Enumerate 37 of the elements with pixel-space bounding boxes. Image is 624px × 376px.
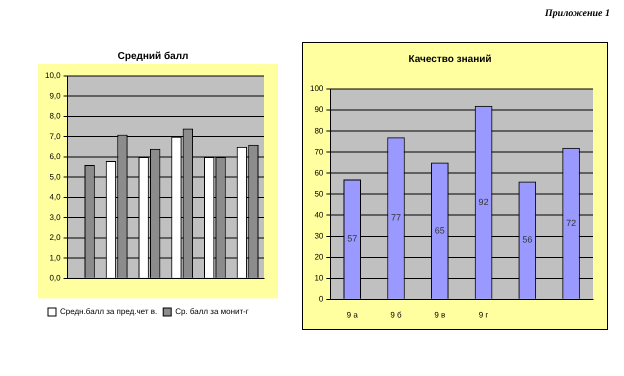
y-tick-label: 0,0 [49, 274, 62, 283]
y-tick-label: 40 [314, 210, 324, 220]
y-tick-label: 30 [314, 231, 324, 240]
y-tick-label: 50 [314, 189, 324, 198]
y-tick-label: 10,0 [44, 71, 62, 80]
text: Приложение 1 [544, 8, 610, 19]
y-tick-label: 20 [314, 252, 324, 262]
chart-title: Качество знаний [408, 54, 492, 65]
data-label: 77 [391, 212, 402, 223]
y-tick-label: 100 [310, 84, 324, 94]
y-tick-label: 80 [314, 126, 324, 136]
y-tick-label: 60 [314, 168, 324, 178]
y-tick-label: 5,0 [49, 172, 62, 182]
y-tick-label: 0 [318, 294, 324, 304]
x-tick-label: 9 а [346, 310, 358, 320]
y-tick-label: 90 [314, 105, 324, 114]
data-label: 92 [478, 196, 489, 207]
y-tick-label: 10 [314, 274, 324, 283]
legend-label: Ср. балл за монит-г [175, 307, 249, 316]
data-label: 57 [347, 234, 358, 244]
data-label: 56 [522, 234, 532, 245]
y-tick-label: 9,0 [49, 91, 62, 100]
y-tick-label: 1,0 [49, 253, 62, 262]
y-tick-label: 7,0 [49, 132, 62, 141]
chart-title: Средний балл [118, 50, 188, 62]
data-label: 65 [434, 225, 445, 236]
data-label: 72 [566, 218, 576, 228]
y-tick-label: 3,0 [49, 212, 62, 222]
y-tick-label: 2,0 [49, 233, 62, 242]
y-tick-label: 70 [314, 147, 324, 156]
y-tick-label: 4,0 [49, 192, 62, 202]
y-tick-label: 6,0 [49, 152, 62, 162]
legend-label: Средн.балл за пред.чет в. [60, 307, 158, 316]
x-tick-label: 9 в [434, 310, 446, 320]
x-tick-label: 9 г [478, 310, 488, 320]
x-tick-label: 9 б [390, 310, 402, 320]
y-tick-label: 8,0 [49, 112, 62, 121]
